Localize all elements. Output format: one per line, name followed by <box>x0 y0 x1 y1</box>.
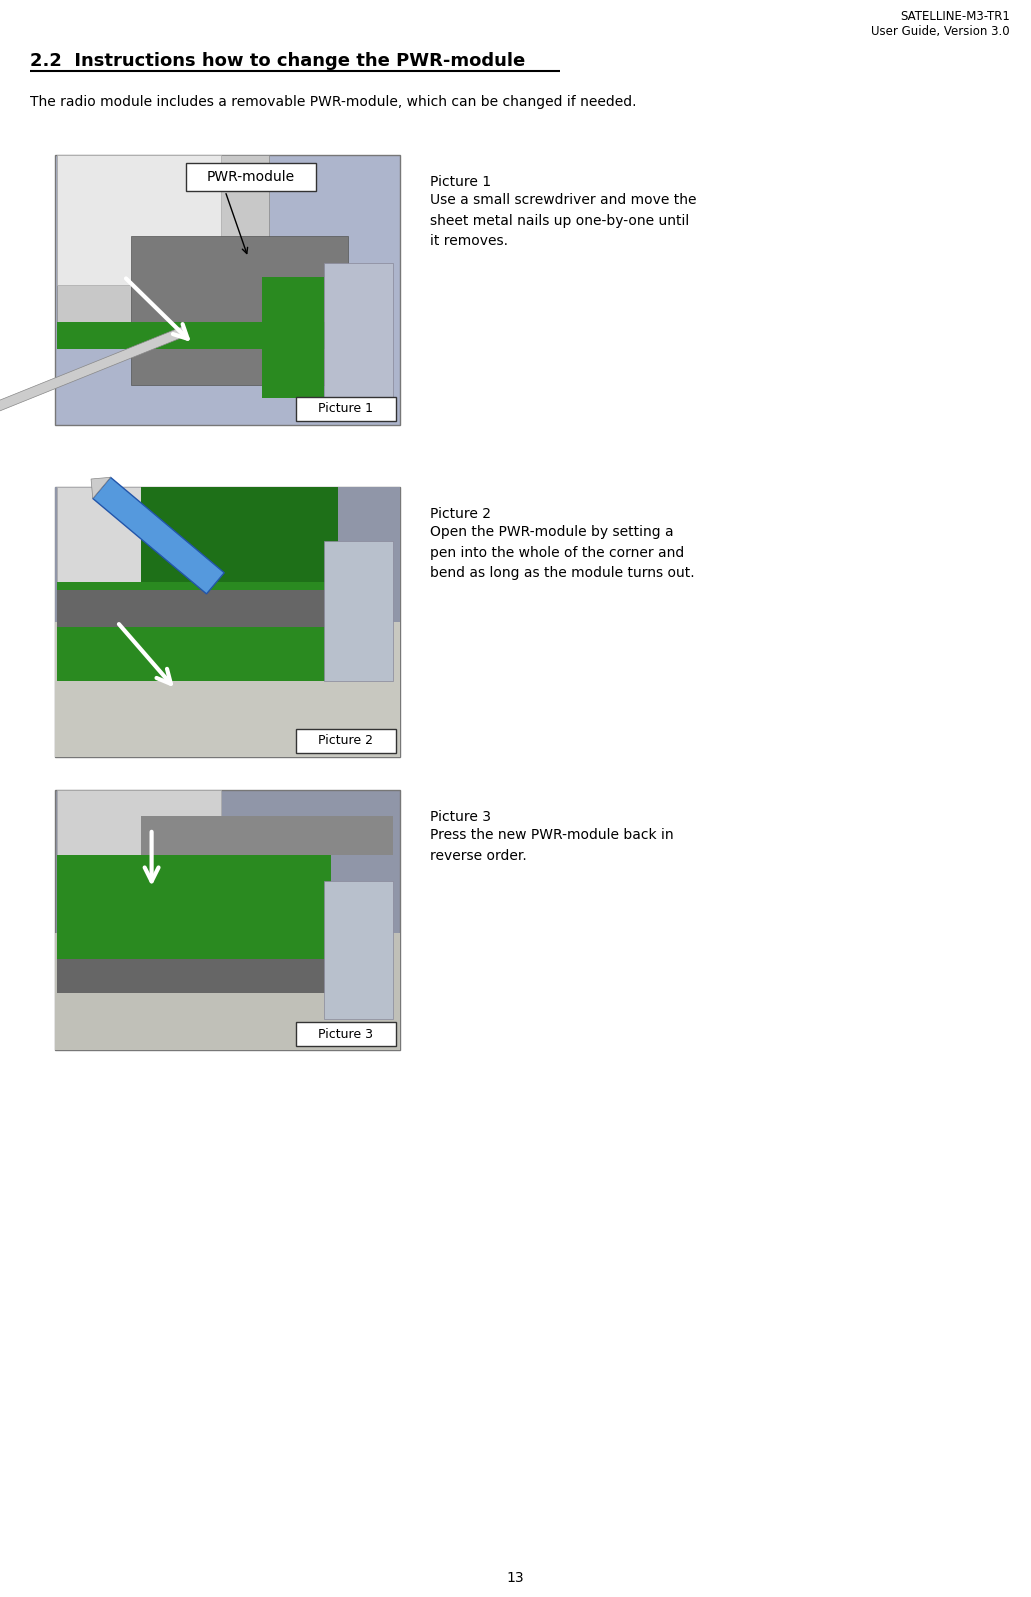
Text: User Guide, Version 3.0: User Guide, Version 3.0 <box>871 26 1010 38</box>
Polygon shape <box>57 155 269 331</box>
Polygon shape <box>324 541 393 682</box>
Text: PWR-module: PWR-module <box>207 169 295 184</box>
Polygon shape <box>57 155 221 284</box>
Text: Picture 2: Picture 2 <box>430 506 491 521</box>
Text: SATELLINE-M3-TR1: SATELLINE-M3-TR1 <box>900 10 1010 22</box>
Text: Picture 3: Picture 3 <box>319 1027 373 1041</box>
Polygon shape <box>57 581 338 682</box>
Polygon shape <box>57 487 228 621</box>
Polygon shape <box>57 960 331 993</box>
Polygon shape <box>141 816 393 854</box>
Polygon shape <box>91 478 110 498</box>
Polygon shape <box>57 589 331 628</box>
Text: 2.2  Instructions how to change the PWR-module: 2.2 Instructions how to change the PWR-m… <box>30 53 525 70</box>
Polygon shape <box>93 478 225 594</box>
Polygon shape <box>324 264 393 404</box>
Text: Open the PWR-module by setting a
pen into the whole of the corner and
bend as lo: Open the PWR-module by setting a pen int… <box>430 525 695 580</box>
Polygon shape <box>57 791 221 941</box>
Bar <box>55 791 400 1049</box>
Bar <box>296 728 396 754</box>
Text: The radio module includes a removable PWR-module, which can be changed if needed: The radio module includes a removable PW… <box>30 94 636 109</box>
Text: Picture 1: Picture 1 <box>430 176 491 188</box>
Bar <box>296 1022 396 1046</box>
Polygon shape <box>0 326 188 417</box>
Text: Press the new PWR-module back in
reverse order.: Press the new PWR-module back in reverse… <box>430 827 673 862</box>
Polygon shape <box>57 323 338 350</box>
Polygon shape <box>324 882 393 1019</box>
Polygon shape <box>262 276 324 398</box>
Bar <box>55 487 400 621</box>
Text: Picture 3: Picture 3 <box>430 810 491 824</box>
Bar <box>55 621 400 757</box>
Text: Picture 1: Picture 1 <box>319 402 373 415</box>
Bar <box>296 398 396 422</box>
Polygon shape <box>57 854 331 985</box>
Text: 13: 13 <box>506 1571 524 1584</box>
Text: Picture 2: Picture 2 <box>319 735 373 747</box>
Polygon shape <box>131 236 348 385</box>
Bar <box>187 163 317 192</box>
Bar <box>55 487 400 757</box>
Bar <box>55 933 400 1049</box>
Polygon shape <box>141 487 338 608</box>
Text: Use a small screwdriver and move the
sheet metal nails up one-by-one until
it re: Use a small screwdriver and move the she… <box>430 193 697 248</box>
Bar <box>55 155 400 425</box>
